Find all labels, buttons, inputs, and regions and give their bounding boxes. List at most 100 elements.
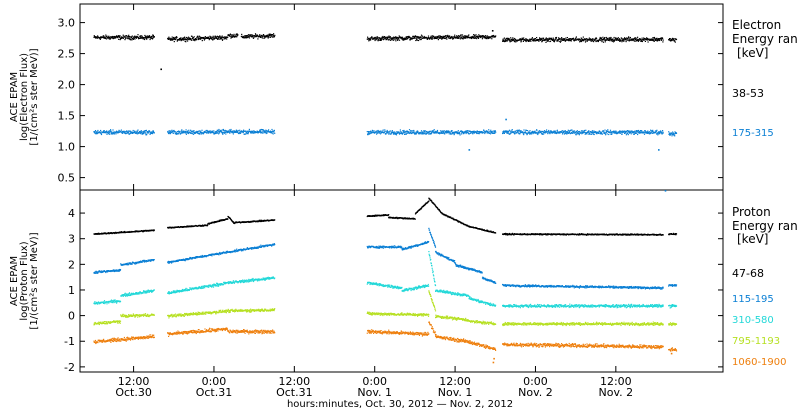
electron-point xyxy=(198,133,200,135)
electron-point xyxy=(199,37,201,40)
electron-point xyxy=(558,37,560,39)
electron-point xyxy=(613,40,615,42)
electron-point xyxy=(604,132,606,134)
electron-point xyxy=(382,35,384,38)
proton-point xyxy=(490,230,492,232)
electron-point xyxy=(150,132,152,134)
electron-point xyxy=(434,36,436,38)
electron-point xyxy=(219,35,221,37)
electron-point xyxy=(658,131,660,133)
electron-point xyxy=(596,38,598,40)
electron-point xyxy=(486,38,488,40)
electron-point xyxy=(391,39,393,41)
electron-point xyxy=(448,133,450,135)
proton-point xyxy=(169,261,171,264)
electron-point xyxy=(210,37,212,39)
proton-point xyxy=(390,216,392,218)
electron-point xyxy=(543,133,545,135)
electron-point xyxy=(573,131,575,133)
electron-point xyxy=(540,38,542,40)
proton-point xyxy=(551,233,553,235)
electron-point xyxy=(383,131,386,133)
electron-point xyxy=(452,132,455,134)
electron-point xyxy=(582,132,584,134)
proton-point xyxy=(452,217,454,219)
electron-point xyxy=(555,131,557,133)
electron-point xyxy=(404,133,407,135)
electron-point xyxy=(415,39,417,42)
electron-point xyxy=(557,39,559,41)
electron-point xyxy=(628,38,631,40)
proton-point xyxy=(565,234,568,236)
electron-point xyxy=(409,36,411,38)
electron-point xyxy=(135,35,137,37)
electron-point xyxy=(531,37,533,39)
electron-point xyxy=(465,37,467,39)
electron-point xyxy=(138,132,140,134)
electron-point xyxy=(671,38,673,40)
electron-point xyxy=(268,36,270,38)
electron-point xyxy=(449,131,451,133)
electron-point xyxy=(414,35,417,37)
electron-point xyxy=(595,131,597,133)
electron-point xyxy=(185,132,187,134)
electron-point xyxy=(108,131,110,133)
electron-point xyxy=(581,38,583,40)
electron-point xyxy=(565,37,567,39)
electron-point xyxy=(97,35,99,37)
electron-point xyxy=(619,132,621,134)
electron-point xyxy=(489,133,492,135)
electron-point xyxy=(559,132,561,134)
electron-point xyxy=(398,37,400,39)
electron-point xyxy=(193,132,195,134)
electron-point xyxy=(661,131,663,133)
electron-point xyxy=(536,132,539,134)
electron-point xyxy=(511,130,513,132)
electron-point xyxy=(212,35,214,37)
electron-point xyxy=(412,35,414,37)
electron-point xyxy=(103,130,105,132)
electron-point xyxy=(550,37,552,39)
electron-point xyxy=(261,37,263,39)
electron-point xyxy=(646,37,648,39)
electron-point xyxy=(519,133,521,135)
electron-point xyxy=(571,132,574,134)
electron-point xyxy=(625,41,627,43)
electron-point xyxy=(141,37,144,39)
electron-point xyxy=(191,39,193,41)
electron-point xyxy=(593,41,595,43)
electron-point xyxy=(477,36,479,38)
electron-point xyxy=(132,132,134,134)
electron-point xyxy=(581,133,583,135)
electron-point xyxy=(255,34,257,36)
electron-point xyxy=(105,132,107,134)
electron-point xyxy=(602,130,605,132)
electron-point xyxy=(544,131,546,133)
electron-point xyxy=(630,131,632,133)
electron-point xyxy=(186,37,188,39)
electron-point xyxy=(207,132,209,134)
electron-point xyxy=(436,37,438,40)
proton-point xyxy=(646,234,649,236)
electron-point xyxy=(386,38,388,40)
electron-point xyxy=(237,129,239,132)
electron-point xyxy=(574,131,577,133)
electron-point xyxy=(229,35,231,37)
electron-point xyxy=(461,133,463,135)
electron-point xyxy=(107,133,110,135)
electron-point xyxy=(673,38,675,40)
electron-point xyxy=(443,130,445,132)
proton-point xyxy=(562,233,564,235)
electron-point xyxy=(442,131,445,133)
electron-point xyxy=(144,36,147,38)
electron-point xyxy=(521,39,523,41)
electron-point xyxy=(568,131,571,133)
electron-point xyxy=(539,130,541,132)
electron-point xyxy=(106,35,108,37)
proton-point xyxy=(641,233,643,235)
electron-point xyxy=(533,130,535,133)
proton-point xyxy=(397,218,399,220)
electron-point xyxy=(380,39,382,41)
electron-point xyxy=(123,36,125,38)
electron-point xyxy=(185,41,187,43)
